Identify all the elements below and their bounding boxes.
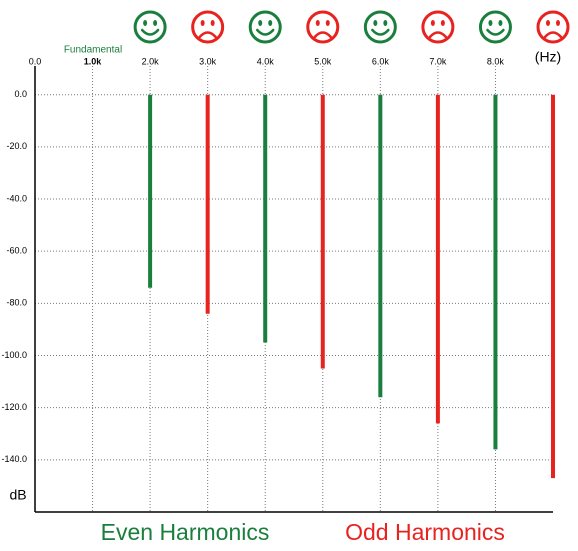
face-eye — [556, 20, 560, 26]
face-eye — [440, 20, 445, 26]
face-icon — [191, 10, 225, 44]
face-mouth — [543, 31, 563, 39]
y-tick-label: -140.0 — [1, 454, 27, 464]
x-axis-label: (Hz) — [535, 49, 561, 65]
face-mouth — [313, 31, 333, 39]
y-tick-label: -100.0 — [1, 350, 27, 360]
y-axis-label: dB — [9, 487, 26, 503]
face-icon — [536, 10, 570, 44]
y-tick-label: -20.0 — [6, 141, 27, 151]
x-tick-label: 3.0k — [199, 56, 217, 66]
face-eye — [430, 20, 435, 26]
face-icon — [248, 10, 282, 44]
x-tick-label: 8.0k — [487, 56, 505, 66]
face-eye — [546, 20, 550, 26]
face-icon — [133, 10, 167, 44]
x-tick-label: 5.0k — [314, 56, 332, 66]
y-tick-label: -40.0 — [6, 193, 27, 203]
face-mouth — [140, 28, 160, 36]
face-mouth — [428, 31, 448, 39]
face-eye — [153, 20, 158, 26]
face-icon — [306, 10, 340, 44]
face-eye — [373, 20, 378, 26]
face-icon — [363, 10, 397, 44]
face-eye — [498, 20, 503, 26]
face-eye — [143, 20, 148, 26]
x-tick-label: 1.0k — [84, 56, 103, 66]
x-tick-label: 0.0 — [29, 56, 42, 66]
face-eye — [383, 20, 388, 26]
x-tick-label: 6.0k — [372, 56, 390, 66]
y-tick-label: -60.0 — [6, 246, 27, 256]
y-tick-label: -120.0 — [1, 402, 27, 412]
x-tick-label: 7.0k — [429, 56, 447, 66]
face-eye — [258, 20, 263, 26]
annotation: Fundamental — [64, 45, 122, 56]
face-eye — [210, 20, 215, 26]
face-mouth — [255, 28, 275, 36]
y-tick-label: -80.0 — [6, 298, 27, 308]
face-eye — [325, 20, 330, 26]
legend-label: Even Harmonics — [101, 519, 270, 545]
face-eye — [488, 20, 493, 26]
face-eye — [200, 20, 205, 26]
face-mouth — [486, 28, 505, 36]
face-eye — [268, 20, 273, 26]
x-tick-label: 4.0k — [257, 56, 275, 66]
face-mouth — [371, 28, 390, 36]
legend-label: Odd Harmonics — [345, 519, 505, 545]
x-tick-label: 2.0k — [142, 56, 160, 66]
face-eye — [315, 20, 320, 26]
face-icon — [478, 10, 512, 44]
face-mouth — [198, 31, 217, 39]
face-icon — [421, 10, 455, 44]
y-tick-label: 0.0 — [14, 89, 27, 99]
